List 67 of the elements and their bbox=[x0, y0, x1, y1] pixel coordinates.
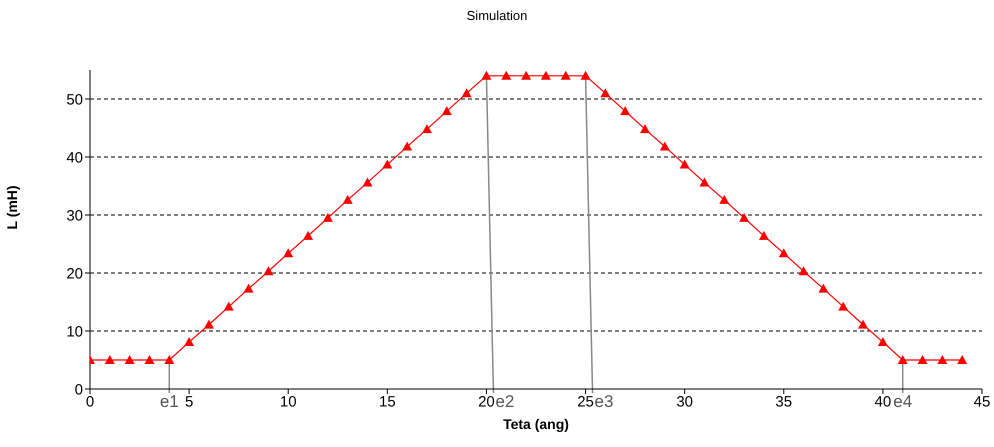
x-tick-label: 15 bbox=[378, 394, 396, 411]
annotation: e3 bbox=[594, 392, 614, 411]
y-tick-label: 10 bbox=[66, 323, 83, 340]
point bbox=[402, 142, 412, 151]
x-tick-label: 20 bbox=[478, 394, 495, 411]
point bbox=[778, 248, 789, 258]
y-tick-label: 50 bbox=[66, 91, 83, 108]
point bbox=[303, 230, 314, 240]
point bbox=[660, 142, 670, 151]
x-tick-label: 25 bbox=[577, 394, 594, 411]
y-axis-title: L (mH) bbox=[4, 185, 20, 230]
point bbox=[224, 302, 234, 311]
y-tick-label: 0 bbox=[74, 381, 83, 398]
point bbox=[580, 70, 591, 80]
point bbox=[124, 355, 135, 364]
point bbox=[144, 355, 154, 364]
point bbox=[540, 70, 551, 80]
point bbox=[322, 212, 333, 222]
point bbox=[521, 70, 532, 80]
point bbox=[640, 124, 650, 134]
point bbox=[858, 320, 868, 329]
point bbox=[164, 355, 174, 364]
y-tick-label: 40 bbox=[66, 149, 83, 166]
point bbox=[838, 302, 848, 311]
x-axis-title: Teta (ang) bbox=[503, 416, 569, 432]
point bbox=[342, 194, 353, 204]
point bbox=[937, 355, 948, 364]
chart-title: Simulation bbox=[466, 8, 528, 23]
x-tick-label: 5 bbox=[184, 394, 194, 411]
point bbox=[680, 160, 690, 169]
y-tick-label: 30 bbox=[66, 207, 83, 224]
x-tick-label: 10 bbox=[280, 394, 297, 411]
point bbox=[957, 355, 968, 364]
point bbox=[600, 88, 610, 98]
x-tick-label: 0 bbox=[86, 394, 94, 411]
point bbox=[878, 337, 888, 346]
point bbox=[898, 355, 908, 364]
point bbox=[798, 266, 809, 276]
point bbox=[462, 88, 472, 98]
y-tick-label: 20 bbox=[66, 265, 83, 282]
point bbox=[244, 284, 254, 293]
point bbox=[362, 178, 373, 187]
point bbox=[719, 194, 730, 204]
point bbox=[818, 284, 828, 293]
point bbox=[422, 124, 432, 134]
point bbox=[104, 355, 115, 364]
annotation: e2 bbox=[495, 392, 514, 411]
point bbox=[501, 70, 512, 80]
point bbox=[739, 212, 750, 222]
x-tick-label: 45 bbox=[974, 394, 990, 411]
x-tick-label: 35 bbox=[775, 394, 792, 411]
point bbox=[918, 355, 928, 364]
annotation: e1 bbox=[160, 392, 179, 411]
x-tick-label: 40 bbox=[874, 394, 892, 411]
point bbox=[481, 70, 492, 80]
point bbox=[263, 266, 274, 276]
point bbox=[442, 106, 452, 116]
point bbox=[758, 230, 769, 240]
point bbox=[184, 337, 194, 346]
x-tick-label: 30 bbox=[676, 394, 694, 411]
annotation: e4 bbox=[893, 392, 912, 411]
point bbox=[699, 178, 710, 187]
point bbox=[204, 320, 214, 329]
point bbox=[560, 70, 571, 80]
point bbox=[283, 248, 294, 258]
point bbox=[620, 106, 630, 116]
point bbox=[382, 160, 392, 169]
